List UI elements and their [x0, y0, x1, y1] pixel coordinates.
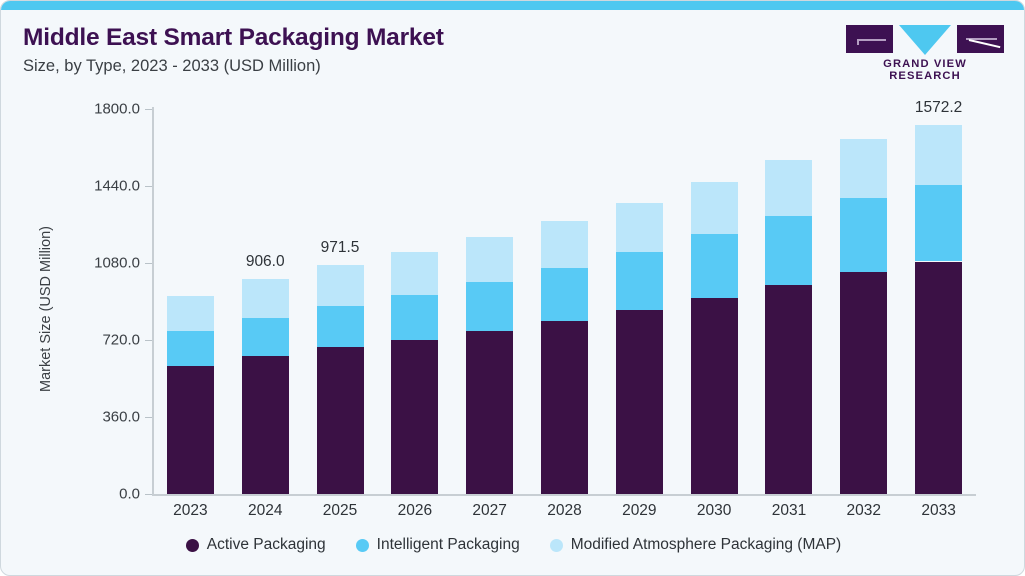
bar-group[interactable] — [391, 109, 439, 494]
logo-right-block-icon — [957, 25, 1004, 53]
bar-segment[interactable] — [466, 330, 514, 494]
bar-segment[interactable] — [541, 220, 588, 268]
bar-segment[interactable] — [615, 251, 663, 311]
x-tick-label: 2025 — [322, 502, 358, 519]
bar-group[interactable] — [166, 109, 214, 494]
x-tick-label: 2029 — [622, 502, 657, 519]
x-tick-label: 2028 — [547, 502, 582, 519]
bar-segment[interactable] — [615, 202, 663, 252]
bar-segment[interactable] — [765, 160, 813, 216]
y-tick-label: 360.0 — [102, 408, 140, 426]
bar-segment[interactable] — [541, 267, 588, 322]
top-accent-bar — [1, 1, 1024, 10]
bar-group[interactable] — [316, 109, 364, 494]
legend-item[interactable]: Modified Atmosphere Packaging (MAP) — [549, 536, 842, 554]
y-tick-label: 0.0 — [119, 485, 140, 503]
y-tick-mark — [145, 263, 152, 264]
bar-segment[interactable] — [840, 138, 888, 198]
bar-segment[interactable] — [466, 237, 514, 283]
bar-segment[interactable] — [915, 185, 963, 262]
y-tick-mark — [145, 109, 152, 110]
legend-label: Intelligent Packaging — [376, 536, 520, 553]
bar-segment[interactable] — [241, 318, 289, 357]
x-tick-label: 2031 — [771, 502, 807, 519]
y-tick-label: 1800.0 — [94, 100, 140, 118]
bar-segment[interactable] — [316, 264, 364, 307]
bar-segment[interactable] — [915, 261, 963, 494]
bar-value-label: 906.0 — [245, 252, 285, 270]
bar-segment[interactable] — [166, 365, 214, 494]
bar-segment[interactable] — [840, 272, 888, 494]
y-tick-mark — [145, 494, 152, 495]
legend-color-swatch — [355, 538, 369, 552]
bar-segment[interactable] — [765, 215, 813, 285]
bar-segment[interactable] — [241, 356, 289, 494]
bar-group[interactable] — [840, 109, 888, 494]
bar-segment[interactable] — [615, 310, 663, 494]
bar-segment[interactable] — [541, 321, 588, 494]
legend-item[interactable]: Active Packaging — [185, 536, 326, 554]
bar-segment[interactable] — [391, 252, 439, 296]
legend-color-swatch — [185, 538, 199, 552]
x-axis-line — [152, 494, 976, 496]
y-tick-label: 1080.0 — [94, 254, 140, 272]
bar-group[interactable] — [466, 109, 514, 494]
bar-group[interactable] — [615, 109, 663, 494]
bar-value-label: 971.5 — [320, 238, 360, 256]
chart-header: Middle East Smart Packaging Market Size,… — [23, 23, 1003, 85]
bar-segment[interactable] — [166, 295, 214, 332]
bar-segment[interactable] — [391, 339, 439, 494]
x-tick-label: 2033 — [921, 502, 956, 519]
y-tick-label: 1440.0 — [94, 177, 140, 195]
logo-triangle-icon — [899, 25, 951, 55]
bar-segment[interactable] — [690, 297, 738, 494]
bar-segment[interactable] — [915, 125, 963, 186]
bar-group[interactable] — [541, 109, 588, 494]
y-tick-label: 720.0 — [102, 331, 140, 349]
bar-segment[interactable] — [840, 197, 888, 273]
y-tick-mark — [145, 186, 152, 187]
y-tick-mark — [145, 340, 152, 341]
chart-legend: Active Packaging Intelligent Packaging Mod… — [1, 536, 1024, 554]
x-tick-label: 2032 — [846, 502, 882, 519]
bar-segment[interactable] — [690, 234, 738, 298]
x-tick-label: 2023 — [173, 502, 208, 519]
bar-segment[interactable] — [765, 284, 813, 494]
bar-segment[interactable] — [690, 181, 738, 235]
chart-subtitle: Size, by Type, 2023 - 2033 (USD Million) — [23, 57, 321, 75]
legend-label: Modified Atmosphere Packaging (MAP) — [570, 536, 842, 553]
logo-marks — [846, 25, 1004, 55]
y-tick-mark — [145, 417, 152, 418]
bar-group[interactable] — [241, 109, 289, 494]
grand-view-research-logo: GRAND VIEW RESEARCH — [846, 25, 1004, 82]
page-title: Middle East Smart Packaging Market — [23, 24, 444, 51]
bar-group[interactable] — [690, 109, 738, 494]
bar-group[interactable] — [915, 109, 963, 494]
legend-item[interactable]: Intelligent Packaging — [355, 536, 520, 554]
legend-label: Active Packaging — [206, 536, 326, 553]
bar-segment[interactable] — [466, 282, 514, 331]
x-tick-label: 2024 — [247, 502, 283, 519]
x-tick-label: 2027 — [472, 502, 507, 519]
bar-segment[interactable] — [391, 295, 439, 340]
legend-color-swatch — [549, 538, 563, 552]
bar-segment[interactable] — [241, 278, 289, 319]
x-tick-label: 2026 — [397, 502, 433, 519]
bar-group[interactable] — [765, 109, 813, 494]
x-tick-label: 2030 — [696, 502, 732, 519]
y-axis-title: Market Size (USD Million) — [38, 226, 54, 392]
bar-segment[interactable] — [166, 331, 214, 366]
y-axis-line — [152, 107, 154, 496]
bar-value-label: 1572.2 — [914, 99, 963, 117]
logo-left-block-icon — [846, 25, 893, 53]
bar-segment[interactable] — [316, 347, 364, 494]
bar-segment[interactable] — [316, 306, 364, 348]
logo-text: GRAND VIEW RESEARCH — [883, 58, 967, 82]
